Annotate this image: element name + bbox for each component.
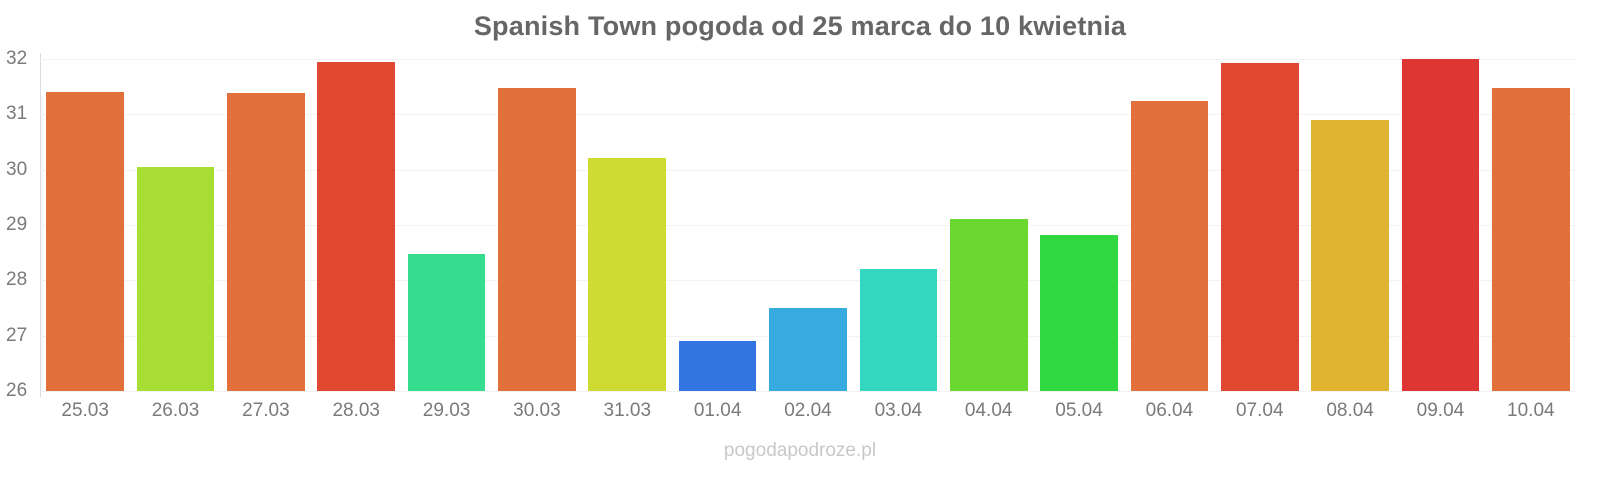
x-axis-tick-label: 10.04 [1507,400,1555,421]
bar[interactable] [1491,87,1570,391]
y-axis-tick-label: 31 [6,103,28,125]
gridline [40,280,1576,282]
x-axis-tick-label: 04.04 [964,400,1013,421]
y-axis-tick-label: 29 [6,214,28,235]
bar[interactable] [769,308,847,391]
bar[interactable] [317,61,396,391]
y-axis-tick-label: 30 [6,158,28,180]
bar[interactable] [588,157,667,391]
gridline [40,114,1576,116]
gridline [40,169,1576,171]
x-axis-tick-label: 28.03 [332,400,380,421]
x-axis-tick-label: 27.03 [242,400,290,421]
bar[interactable] [407,253,486,391]
bar[interactable] [227,93,305,391]
watermark: pogodapodroze.pl [723,440,877,461]
bar[interactable] [678,341,757,391]
gridline [40,225,1576,226]
x-axis-tick-label: 25.03 [61,400,109,421]
gridline [40,391,1576,392]
bar[interactable] [136,166,215,391]
x-axis-tick-label: 31.03 [603,400,652,421]
bar[interactable] [1130,100,1209,391]
x-axis-tick-label: 09.04 [1416,400,1465,421]
bar[interactable] [1040,234,1118,391]
y-axis-tick-label: 26 [6,380,28,401]
bar[interactable] [949,219,1028,391]
bar[interactable] [859,269,938,391]
x-axis-tick-label: 30.03 [513,400,561,421]
x-axis-tick-label: 26.03 [151,400,200,421]
bar[interactable] [1220,63,1299,391]
bar[interactable] [498,87,576,391]
x-axis-tick-label: 06.04 [1145,400,1194,421]
x-axis-tick-label: 29.03 [422,400,471,421]
x-axis-tick-label: 07.04 [1235,400,1284,421]
x-axis-tick-label: 03.04 [874,400,923,421]
y-axis-tick-label: 28 [6,269,28,291]
gridline [40,59,1576,60]
x-axis-tick-label: 01.04 [693,400,742,421]
x-axis-tick-label: 08.04 [1326,400,1374,421]
bar[interactable] [46,92,125,391]
y-axis-tick-label: 32 [6,48,28,69]
x-axis-tick-label: 05.04 [1055,400,1103,421]
bar[interactable] [1311,119,1389,391]
plot-area [40,59,1576,392]
y-axis-tick-label: 27 [6,324,28,346]
x-axis-tick-label: 02.04 [784,400,832,421]
page-title: Spanish Town pogoda od 25 marca do 10 kw… [473,11,1127,41]
bar[interactable] [1401,59,1480,391]
